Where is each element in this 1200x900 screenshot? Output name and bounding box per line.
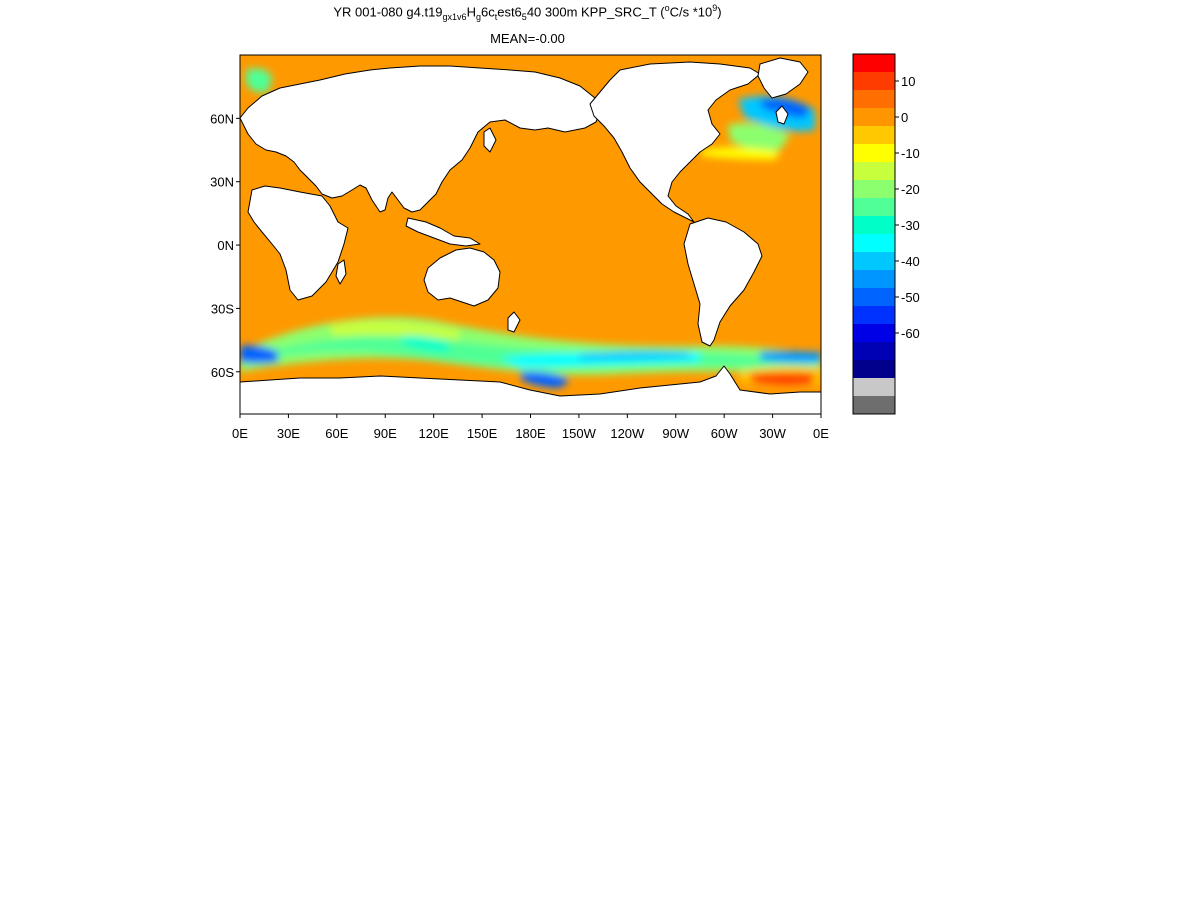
x-tick-label: 0E	[232, 426, 248, 441]
colorbar-label: -30	[901, 218, 920, 233]
colorbar-label: -20	[901, 182, 920, 197]
new-zealand	[507, 311, 521, 333]
colorbar-swatch	[853, 234, 895, 253]
colorbar-label: 0	[901, 110, 908, 125]
eurasia	[240, 65, 601, 213]
x-tick-label: 60E	[325, 426, 348, 441]
north-america	[589, 61, 761, 223]
colorbar-swatch	[853, 252, 895, 271]
japan	[483, 127, 497, 153]
antarctica	[240, 365, 821, 414]
y-tick-label: 0N	[217, 238, 234, 253]
colorbar-swatch	[853, 162, 895, 181]
x-tick-label: 30E	[277, 426, 300, 441]
colorbar-swatch	[853, 360, 895, 379]
colorbar-swatch	[853, 180, 895, 199]
south-america	[683, 217, 763, 347]
colorbar-swatch	[853, 342, 895, 361]
colorbar	[852, 53, 896, 415]
africa	[247, 185, 349, 301]
colorbar-swatch	[853, 54, 895, 73]
y-axis-ticks: 60N 30N 0N 30S 60S	[210, 111, 240, 380]
map-area	[240, 55, 821, 414]
x-tick-label: 60W	[711, 426, 738, 441]
y-tick-label: 60N	[210, 111, 234, 126]
colorbar-swatch	[853, 288, 895, 307]
map-title: YR 001-080 g4.t19gx1v6Hg6ctest6540 300m …	[333, 3, 722, 22]
australia	[423, 247, 501, 307]
colorbar-swatch	[853, 90, 895, 109]
x-tick-label: 150W	[562, 426, 597, 441]
colorbar-label: -50	[901, 290, 920, 305]
british-isles	[775, 105, 789, 125]
x-tick-label: 0E	[813, 426, 829, 441]
colorbar-swatch	[853, 198, 895, 217]
x-tick-label: 120W	[610, 426, 645, 441]
colorbar-swatch	[853, 144, 895, 163]
y-tick-label: 30S	[211, 301, 234, 316]
colorbar-label: 10	[901, 74, 915, 89]
southern-ocean-anomalies	[240, 68, 821, 388]
madagascar	[335, 259, 347, 285]
map-subtitle: MEAN=-0.00	[490, 31, 565, 46]
x-tick-label: 90E	[374, 426, 397, 441]
colorbar-swatch	[853, 72, 895, 91]
colorbar-swatch	[853, 216, 895, 235]
colorbar-swatch	[853, 378, 895, 397]
y-tick-label: 30N	[210, 175, 234, 190]
indonesia	[405, 217, 481, 247]
x-tick-label: 150E	[467, 426, 498, 441]
greenland	[757, 57, 809, 99]
y-tick-label: 60S	[211, 365, 234, 380]
colorbar-swatch	[853, 126, 895, 145]
x-tick-label: 30W	[759, 426, 786, 441]
x-axis-ticks: 0E 30E 60E 90E 120E 150E 180E 150W 120W 90W 60W 30W…	[232, 414, 829, 441]
x-tick-label: 180E	[515, 426, 546, 441]
colorbar-swatch	[853, 306, 895, 325]
x-tick-label: 90W	[662, 426, 689, 441]
colorbar-swatch	[853, 396, 895, 415]
colorbar-swatch	[853, 324, 895, 343]
colorbar-label: -60	[901, 326, 920, 341]
colorbar-label: -40	[901, 254, 920, 269]
colorbar-labels: 10 0 -10 -20 -30 -40 -50 -60	[895, 74, 920, 341]
colorbar-label: -10	[901, 146, 920, 161]
continents	[240, 57, 821, 414]
x-tick-label: 120E	[418, 426, 449, 441]
colorbar-frame	[852, 53, 896, 415]
colorbar-swatch	[853, 108, 895, 127]
colorbar-swatch	[853, 270, 895, 289]
